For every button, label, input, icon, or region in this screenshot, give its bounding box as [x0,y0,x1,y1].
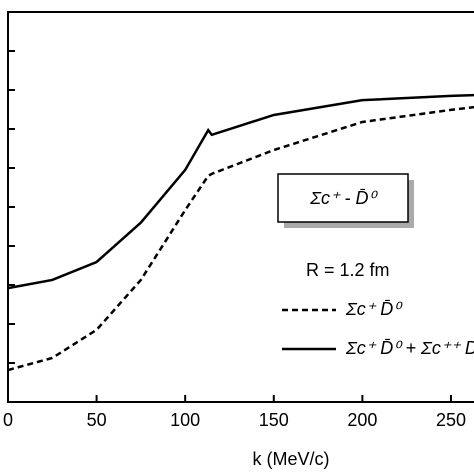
line-series [7,105,474,372]
annotation: R = 1.2 fm [306,260,390,280]
x-tick-label: 250 [436,410,466,430]
box-label: Σc⁺ - D̄⁰ [309,188,378,208]
x-tick-label: 100 [170,410,200,430]
legend-label: Σc⁺ D̄⁰ [345,299,403,319]
x-tick-label: 50 [87,410,107,430]
x-axis-label: k (MeV/c) [252,449,329,469]
line-series [7,93,474,290]
box [277,173,409,223]
legend-label: Σc⁺ D̄⁰ + Σc⁺⁺ D⁻ [345,338,474,358]
x-tick-label: 0 [3,410,13,430]
x-tick-label: 200 [347,410,377,430]
x-tick-label: 150 [259,410,289,430]
